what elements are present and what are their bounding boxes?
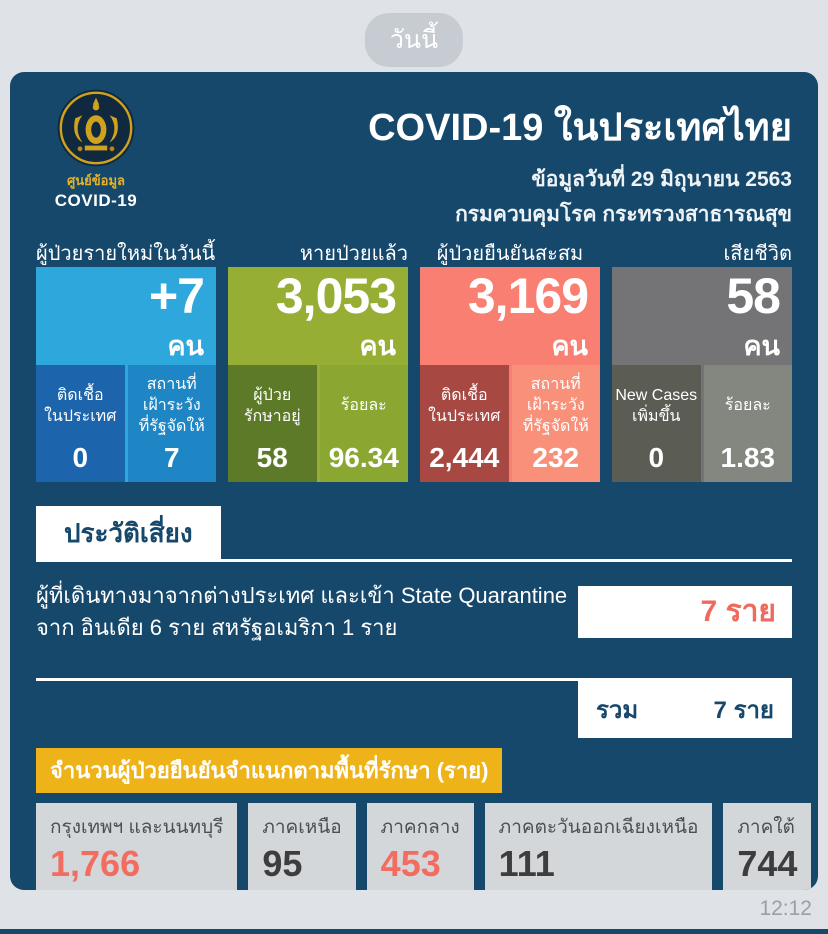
- substat-percent: ร้อยละ 1.83: [703, 365, 792, 482]
- stat-label: ผู้ป่วยยืนยันสะสม: [436, 243, 584, 265]
- stat-recovered: หายป่วยแล้ว 3,053 คน ผู้ป่วย รักษาอยู่ 5…: [228, 237, 408, 482]
- bottom-edge-strip: [0, 929, 828, 934]
- substat-label: ติดเชื้อ ในประเทศ: [44, 386, 117, 425]
- risk-count-value: 7 ราย: [700, 595, 776, 629]
- substat-label: ติดเชื้อ ในประเทศ: [428, 386, 501, 425]
- stat-label: ผู้ป่วยรายใหม่ในวันนี้: [36, 243, 216, 265]
- regions-row: กรุงเทพฯ และนนทบุรี 1,766 ภาคเหนือ 95 ภา…: [36, 802, 812, 890]
- logo-caption-bottom: COVID-19: [54, 191, 138, 210]
- region-label: ภาคตะวันออกเฉียงเหนือ: [498, 816, 699, 838]
- risk-line-2: จาก อินเดีย 6 ราย สหรัฐอเมริกา 1 ราย: [36, 614, 398, 640]
- region-card-north: ภาคเหนือ 95: [248, 802, 356, 890]
- region-value: 111: [498, 842, 555, 884]
- seal-icon: [57, 89, 135, 167]
- page-title: COVID-19 ในประเทศไทย: [368, 107, 792, 149]
- message-timestamp: 12:12: [759, 897, 812, 920]
- stat-confirmed-total: ผู้ป่วยยืนยันสะสม 3,169 คน ติดเชื้อ ในปร…: [420, 237, 600, 482]
- region-card-bangkok: กรุงเทพฯ และนนทบุรี 1,766: [36, 802, 238, 890]
- substat-local-infection: ติดเชื้อ ในประเทศ 0: [36, 365, 125, 482]
- substat-label: ผู้ป่วย รักษาอยู่: [243, 386, 301, 425]
- stat-card-recovered: 3,053 คน ผู้ป่วย รักษาอยู่ 58 ร้อยละ 96.…: [228, 267, 408, 482]
- risk-history-divider: ประวัติเสี่ยง: [36, 506, 792, 562]
- substat-label: สถานที่ เฝ้าระวัง ที่รัฐจัดให้: [522, 376, 589, 435]
- infographic-header: ศูนย์ข้อมูล COVID-19 COVID-19 ในประเทศไท…: [36, 88, 792, 231]
- stat-unit: คน: [167, 331, 204, 361]
- substat-state-quarantine: สถานที่ เฝ้าระวัง ที่รัฐจัดให้ 7: [127, 365, 216, 482]
- organization-subtitle: กรมควบคุมโรค กระทรวงสาธารณสุข: [455, 203, 792, 226]
- substat-value: 232: [532, 442, 580, 473]
- total-box: รวม 7 ราย: [578, 680, 792, 738]
- data-date-subtitle: ข้อมูลวันที่ 29 มิถุนายน 2563: [531, 168, 792, 191]
- substat-value: 0: [648, 442, 665, 473]
- logo-caption-top: ศูนย์ข้อมูล: [67, 173, 125, 188]
- region-value: 453: [380, 842, 441, 884]
- region-card-south: ภาคใต้ 744: [723, 802, 812, 890]
- risk-count-box: 7 ราย: [578, 585, 792, 638]
- substat-label: สถานที่ เฝ้าระวัง ที่รัฐจัดให้: [138, 376, 205, 435]
- covid-infographic-image[interactable]: ศูนย์ข้อมูล COVID-19 COVID-19 ในประเทศไท…: [10, 72, 818, 890]
- substat-value: 2,444: [429, 442, 500, 473]
- stat-deaths: เสียชีวิต 58 คน New Cases เพิ่มขึ้น 0 ร้…: [612, 237, 792, 482]
- substat-state-quarantine: สถานที่ เฝ้าระวัง ที่รัฐจัดให้ 232: [511, 365, 600, 482]
- chat-date-pill: วันนี้: [364, 13, 464, 67]
- substat-local-infection: ติดเชื้อ ในประเทศ 2,444: [420, 365, 509, 482]
- region-value: 95: [262, 842, 303, 884]
- substat-in-treatment: ผู้ป่วย รักษาอยู่ 58: [228, 365, 317, 482]
- substat-value: 96.34: [328, 442, 399, 473]
- substat-value: 0: [72, 442, 89, 473]
- risk-line-1: ผู้ที่เดินทางมาจากต่างประเทศ และเข้า Sta…: [36, 583, 568, 608]
- substat-new-deaths: New Cases เพิ่มขึ้น 0: [612, 365, 701, 482]
- stat-new-cases: ผู้ป่วยรายใหม่ในวันนี้ +7 คน ติดเชื้อ ใน…: [36, 237, 216, 482]
- stat-value: 58: [726, 268, 781, 324]
- stat-card-deaths: 58 คน New Cases เพิ่มขึ้น 0 ร้อยละ 1.83: [612, 267, 792, 482]
- substat-label: New Cases เพิ่มขึ้น: [615, 386, 698, 425]
- government-seal-logo: ศูนย์ข้อมูล COVID-19: [36, 88, 156, 211]
- stat-unit: คน: [359, 331, 396, 361]
- total-label: รวม: [596, 696, 639, 724]
- region-label: ภาคใต้: [737, 816, 795, 838]
- stat-value: 3,169: [467, 268, 589, 324]
- stat-unit: คน: [551, 331, 588, 361]
- region-card-central: ภาคกลาง 453: [366, 802, 474, 890]
- region-card-northeast: ภาคตะวันออกเฉียงเหนือ 111: [484, 802, 713, 890]
- stat-value: 3,053: [275, 268, 397, 324]
- stat-unit: คน: [743, 331, 780, 361]
- stat-value: +7: [148, 268, 205, 324]
- regions-banner: จำนวนผู้ป่วยยืนยันจำแนกตามพื้นที่รักษา (…: [36, 747, 503, 793]
- stat-label: หายป่วยแล้ว: [299, 243, 408, 265]
- stats-row: ผู้ป่วยรายใหม่ในวันนี้ +7 คน ติดเชื้อ ใน…: [36, 237, 792, 482]
- region-value: 744: [737, 842, 798, 884]
- region-value: 1,766: [50, 842, 141, 884]
- substat-percent: ร้อยละ 96.34: [319, 365, 408, 482]
- region-label: ภาคกลาง: [380, 816, 460, 838]
- substat-label: ร้อยละ: [724, 397, 771, 415]
- region-label: กรุงเทพฯ และนนทบุรี: [50, 816, 224, 838]
- stat-card-new-cases: +7 คน ติดเชื้อ ในประเทศ 0 สถานที่ เฝ้าระ…: [36, 267, 216, 482]
- stat-label: เสียชีวิต: [723, 243, 792, 265]
- region-label: ภาคเหนือ: [262, 816, 342, 838]
- substat-value: 58: [256, 442, 288, 473]
- substat-value: 7: [163, 442, 180, 473]
- substat-label: ร้อยละ: [340, 397, 387, 415]
- substat-value: 1.83: [720, 442, 776, 473]
- risk-history-body: ผู้ที่เดินทางมาจากต่างประเทศ และเข้า Sta…: [36, 580, 792, 644]
- stat-card-confirmed: 3,169 คน ติดเชื้อ ในประเทศ 2,444 สถานที่…: [420, 267, 600, 482]
- risk-history-heading: ประวัติเสี่ยง: [36, 506, 221, 559]
- total-value: 7 ราย: [713, 696, 774, 724]
- total-divider: รวม 7 ราย: [36, 677, 792, 738]
